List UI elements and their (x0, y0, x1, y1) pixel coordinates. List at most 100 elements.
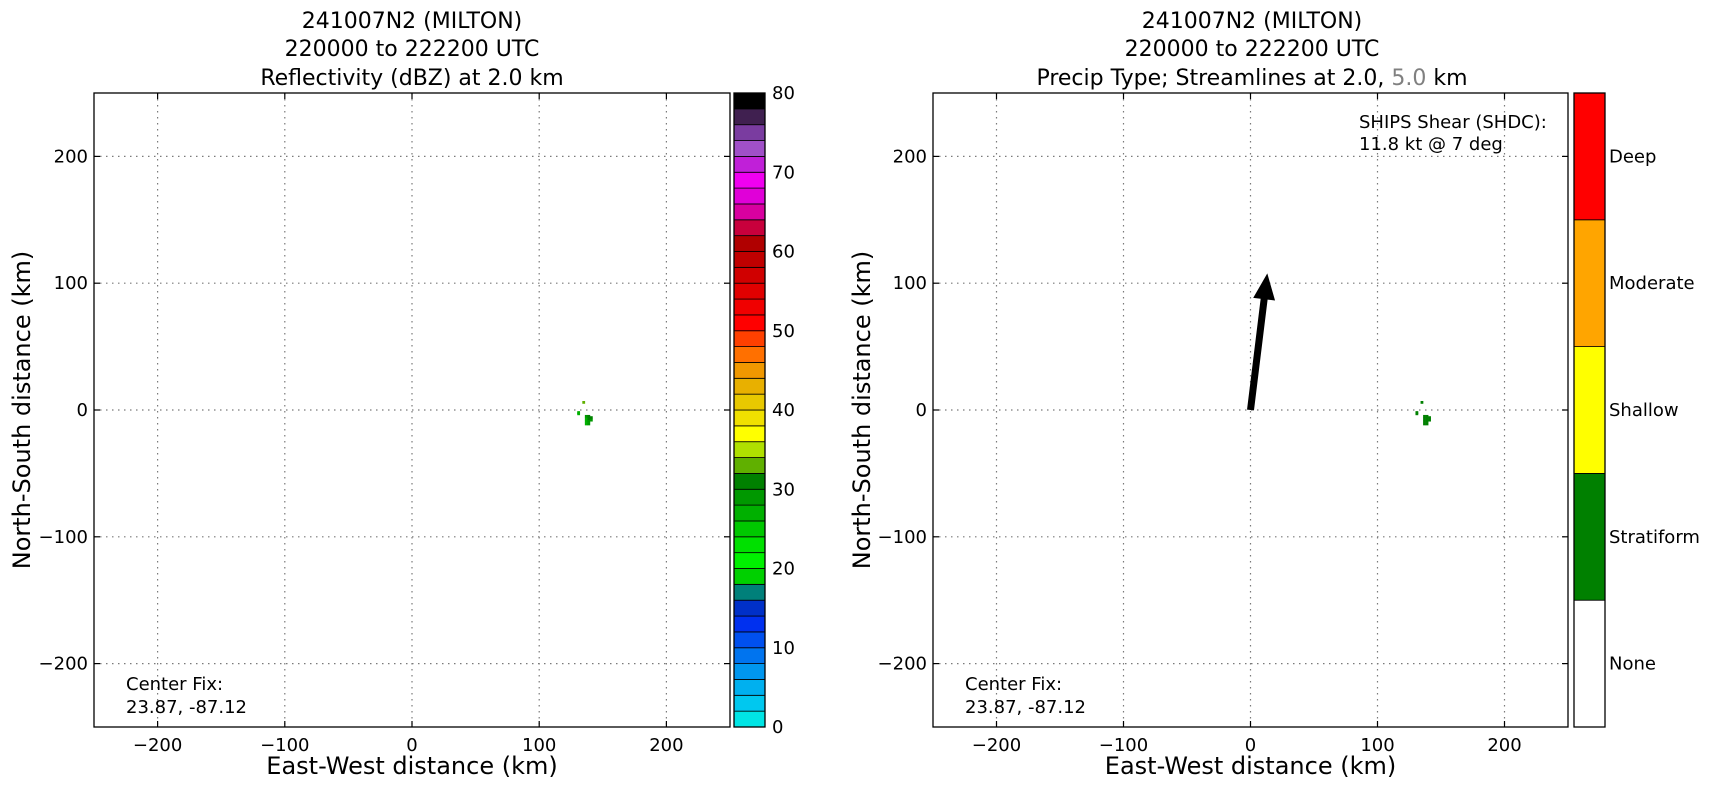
colorbar-segment (733, 219, 766, 237)
colorbar-segment (1573, 472, 1606, 601)
x-tick-label: 200 (1487, 735, 1521, 756)
x-axis-label: East-West distance (km) (266, 752, 557, 780)
y-axis-label: North-South distance (km) (848, 251, 876, 570)
colorbar-segment (733, 346, 766, 363)
center-fix-value: 23.87, -87.12 (965, 697, 1086, 718)
center-fix-label: Center Fix: (965, 674, 1062, 695)
data-point (1423, 422, 1426, 426)
colorbar-segment (733, 155, 766, 173)
shear-arrow (1247, 273, 1276, 411)
chart-title-line1: 241007N2 (MILTON) (302, 9, 523, 34)
data-point (1425, 422, 1429, 426)
data-point (1415, 412, 1419, 416)
colorbar-segment (733, 679, 766, 696)
colorbar-segment (1573, 219, 1606, 348)
y-tick-label: 0 (77, 400, 88, 421)
colorbar-tick-label: 0 (772, 717, 783, 738)
data-point (582, 400, 586, 404)
x-tick-label: −200 (972, 735, 1021, 756)
data-point (584, 420, 588, 423)
colorbar-category-label: Stratiform (1609, 527, 1700, 548)
colorbar-category-label: Deep (1609, 146, 1656, 167)
colorbar-segment (733, 647, 766, 665)
y-axis-label: North-South distance (km) (8, 251, 36, 570)
colorbar-tick-label: 60 (772, 242, 795, 263)
colorbar-segment (733, 568, 766, 585)
x-tick-label: −100 (1099, 735, 1148, 756)
x-tick-label: 100 (1360, 735, 1394, 756)
colorbar-segment (733, 615, 766, 633)
colorbar-segment (733, 393, 766, 411)
chart-title-part: 5.0 (1391, 66, 1426, 91)
colorbar-segment (733, 710, 766, 728)
x-tick-label: −100 (260, 735, 309, 756)
data-point (1428, 416, 1431, 420)
colorbar-segment (733, 108, 766, 126)
center-fix-label: Center Fix: (126, 674, 223, 695)
data-point (1425, 417, 1429, 421)
shear-annotation-line1: SHIPS Shear (SHDC): (1359, 112, 1547, 133)
y-tick-label: 200 (54, 146, 88, 167)
colorbar-segment (733, 362, 766, 379)
y-tick-label: 100 (893, 273, 927, 294)
x-tick-label: 0 (406, 735, 417, 756)
colorbar-tick-label: 10 (772, 638, 795, 659)
data-point (587, 414, 591, 418)
colorbar-segment (733, 504, 766, 522)
data-point (1428, 418, 1431, 422)
colorbar-segment (733, 583, 766, 601)
colorbar-segment (733, 124, 766, 141)
colorbar-tick-label: 50 (772, 321, 795, 342)
data-point (1425, 414, 1429, 418)
y-tick-label: 100 (54, 273, 88, 294)
y-tick-label: −100 (878, 527, 927, 548)
colorbar-segment (733, 694, 766, 712)
data-point (1425, 420, 1429, 423)
colorbar-tick-label: 20 (772, 559, 795, 580)
colorbar-tick-label: 70 (772, 162, 795, 183)
data-point (584, 414, 588, 418)
x-axis-label: East-West distance (km) (1105, 752, 1396, 780)
y-tick-label: 0 (916, 400, 927, 421)
center-fix-value: 23.87, -87.12 (126, 697, 247, 718)
chart-title-line3: Precip Type; Streamlines at 2.0, 5.0 km (1036, 66, 1467, 91)
data-point (589, 416, 593, 420)
shear-annotation-line2: 11.8 kt @ 7 deg (1359, 134, 1503, 155)
colorbar-segment (733, 330, 766, 348)
colorbar-frame (733, 92, 766, 728)
colorbar-segment (733, 266, 766, 284)
chart-title-line1: 241007N2 (MILTON) (1142, 9, 1363, 34)
colorbar-segment (733, 425, 766, 443)
colorbar-tick-label: 80 (772, 83, 795, 104)
colorbar-segment (733, 298, 766, 316)
x-tick-label: 200 (649, 735, 683, 756)
colorbar-segment (1573, 599, 1606, 728)
data-point (589, 418, 593, 422)
colorbar-segment (733, 92, 766, 110)
colorbar-category-label: Shallow (1609, 400, 1679, 421)
data-point (587, 420, 591, 423)
colorbar-segment (733, 235, 766, 252)
reflectivity-panel: 241007N2 (MILTON) 220000 to 222200 UTC Ref… (8, 9, 795, 780)
x-tick-label: −200 (133, 735, 182, 756)
colorbar-segment (1573, 346, 1606, 474)
colorbar-segment (733, 599, 766, 617)
colorbar-category-label: Moderate (1609, 273, 1695, 294)
precip-type-panel: 241007N2 (MILTON) 220000 to 222200 UTC Pre… (848, 9, 1700, 780)
colorbar-segment (1573, 92, 1606, 221)
colorbar-segment (733, 536, 766, 554)
x-tick-label: 0 (1245, 735, 1256, 756)
colorbar-frame (1573, 92, 1606, 728)
colorbar-segment (733, 441, 766, 458)
colorbar-segment (733, 282, 766, 300)
chart-title-part: km (1426, 66, 1467, 91)
colorbar-segment (733, 203, 766, 221)
colorbar-segment (733, 314, 766, 332)
y-tick-label: 200 (893, 146, 927, 167)
colorbar-segment (733, 409, 766, 427)
colorbar-segment (733, 187, 766, 205)
colorbar-segment (733, 488, 766, 506)
data-point (1423, 420, 1426, 423)
colorbar-segment (733, 552, 766, 569)
